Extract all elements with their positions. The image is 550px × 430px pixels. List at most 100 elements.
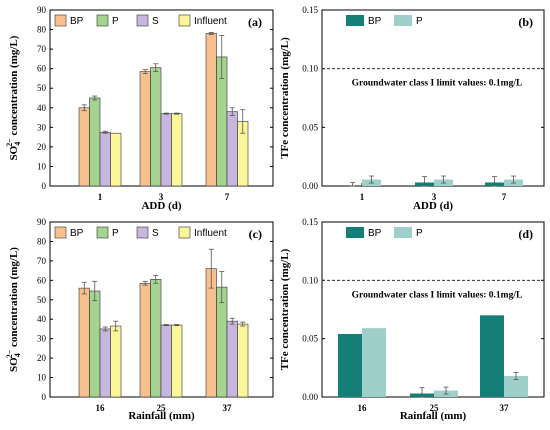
error-bar-p-37 [219,271,225,304]
y-tick-label: 40 [37,103,47,113]
chart-panel-1: 0 10 20 30 40 50 60 70 80 90 1 3 7 BP P S Influent (a) ADD… [5,5,274,212]
y-tick-label: 70 [37,256,47,266]
legend-label-p: P [112,228,119,239]
bar-p-3 [150,67,162,187]
y-tick-label: 0.15 [302,5,318,15]
y-tick-label: 80 [37,236,47,246]
legend-swatch-p [394,227,412,238]
bar-bp-7 [205,33,217,187]
x-tick-label: 1 [360,192,365,202]
bar-s-3 [160,113,172,187]
error-bar-s-7 [229,107,235,116]
error-bar-bp-1 [81,104,87,112]
y-tick-label: 0 [42,392,47,402]
y-tick-label: 30 [37,334,47,344]
bar-bp-1 [78,107,90,187]
error-bar-p-1 [92,95,98,101]
y-tick-label: 30 [37,122,47,132]
reference-line-label: Groundwater class I limit values: 0.1mg/… [352,290,523,300]
x-tick-label: 37 [500,403,510,413]
bar-s-25 [160,324,172,398]
y-tick-label: 20 [37,142,47,152]
legend-label-influent: Influent [194,16,227,27]
error-bar-influent-16 [113,320,119,332]
panel-letter: (a) [248,15,262,29]
bar-p-25 [150,279,162,398]
x-axis-label: ADD (d) [141,200,181,212]
legend-label-bp: BP [70,16,84,27]
error-bar-s-25 [163,324,169,327]
bar-s-16 [99,328,111,398]
error-bar-bp-7 [208,32,214,35]
bar-s-7 [226,111,238,187]
y-tick-label: 90 [37,5,47,15]
chart-panel-3: 0 10 20 30 40 50 60 70 80 90 16 25 37 BP P S Influent (c)… [5,217,274,422]
x-tick-label: 3 [432,192,437,202]
y-tick-label: 50 [37,295,47,305]
legend-label-p: P [416,228,423,239]
y-tick-label: 60 [37,64,47,74]
bar-bp-16 [78,287,90,398]
x-tick-label: 7 [225,192,230,202]
legend-label-p: P [112,16,119,27]
legend-swatch-p [96,14,109,27]
y-axis-label-sup: 2− [5,138,14,147]
legend-swatch-bp [346,15,364,26]
error-bar-bp-25 [142,280,148,286]
bar-p-16 [89,290,101,398]
error-bar-s-16 [102,326,108,332]
y-tick-label: 0.00 [302,181,318,191]
bar-s-1 [99,131,111,187]
x-axis-label: ADD (d) [413,200,453,212]
y-tick-label: 60 [37,275,47,285]
legend-label-bp: BP [70,228,84,239]
chart-panel-4: 0.00 0.05 0.10 0.15 16 25 37 Groundwater class … [279,217,545,422]
legend-swatch-bp [54,14,67,27]
y-tick-label: 10 [37,373,47,383]
bar-p-1 [89,97,101,187]
error-bar-bp-7 [492,176,497,187]
bar-bp-25 [139,282,151,398]
y-tick-label: 0 [42,181,47,191]
error-bar-bp-1 [350,182,355,187]
panel-letter: (c) [249,227,262,241]
error-bar-p-7 [511,175,516,184]
error-bar-p-25 [443,386,449,395]
error-bar-influent-25 [174,324,180,327]
y-axis-label: TFe concentration (mg/L) [279,248,291,370]
y-tick-label: 80 [37,25,47,35]
error-bar-s-37 [229,317,235,325]
x-axis-label: Rainfall (mm) [128,410,195,422]
error-bar-s-1 [102,130,108,134]
y-axis-label-sup: 2− [5,349,14,358]
error-bar-p-25 [153,275,159,284]
bar-influent-25 [171,324,183,398]
y-axis-label-sub: 4 [13,353,22,357]
y-axis-label-part: SO [8,145,20,160]
y-tick-label: 90 [37,217,47,227]
y-axis-label-sub: 4 [13,142,22,146]
error-bar-s-3 [163,112,169,115]
x-tick-label: 7 [502,192,507,202]
x-tick-label: 37 [223,403,233,413]
y-axis-label: TFe concentration (mg/L) [279,37,291,159]
legend-swatch-s [136,14,149,27]
error-bar-p-16 [92,280,98,302]
x-tick-label: 25 [157,403,167,413]
legend-label-bp: BP [368,16,382,27]
legend-swatch-bp [346,227,364,238]
error-bar-bp-16 [81,281,87,295]
bar-p-37 [504,376,528,397]
y-tick-label: 70 [37,44,47,54]
bar-influent-1 [110,132,122,187]
error-bar-bp-3 [422,176,427,187]
panel-letter: (b) [518,15,533,29]
legend-swatch-p [96,226,109,239]
y-tick-label: 0.10 [302,275,318,285]
error-bar-p-7 [219,35,225,79]
reference-line-label: Groundwater class I limit values: 0.1mg/… [352,79,523,89]
error-bar-p-3 [441,175,446,184]
bar-bp-16 [338,334,362,397]
y-tick-label: 0.00 [302,392,318,402]
legend-swatch-p [394,15,412,26]
